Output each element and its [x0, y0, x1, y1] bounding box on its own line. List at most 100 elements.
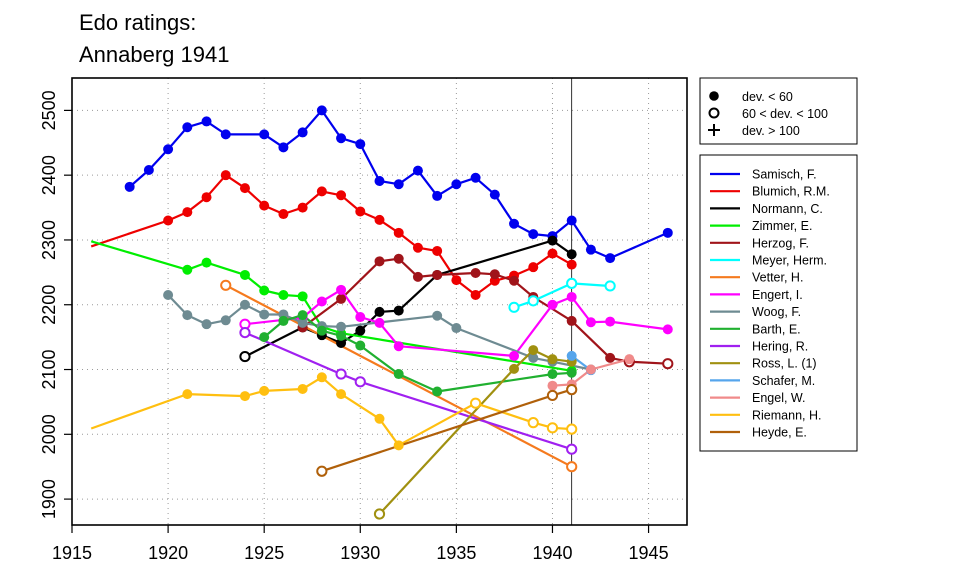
data-point [239, 183, 250, 194]
data-point [239, 326, 251, 339]
data-point [297, 317, 308, 328]
series-line [552, 358, 630, 387]
legend-entry: Schafer, M. [752, 374, 815, 388]
x-tick-label: 1925 [244, 543, 284, 563]
data-point [355, 206, 366, 217]
data-point [489, 269, 500, 280]
y-tick-label: 2300 [39, 220, 59, 260]
data-point [585, 244, 596, 255]
data-point [163, 144, 174, 155]
data-point [316, 325, 327, 336]
series-line [244, 331, 573, 451]
y-tick-label: 2500 [39, 90, 59, 130]
legend-entry: Blumich, R.M. [752, 185, 830, 199]
data-point [566, 443, 578, 455]
data-point [451, 275, 462, 286]
data-point [509, 363, 520, 374]
series-line [513, 282, 611, 309]
data-point [585, 364, 596, 375]
data-point [163, 290, 174, 301]
data-point [566, 367, 577, 378]
data-point [528, 352, 539, 363]
data-point [605, 352, 616, 363]
data-point [566, 215, 577, 226]
data-point [527, 295, 539, 307]
x-tick-label: 1930 [340, 543, 380, 563]
data-point [566, 315, 577, 326]
plot-frame [71, 77, 688, 526]
series-legend: Samisch, F. Blumich, R.M. Normann, C. Zimme… [699, 154, 858, 452]
grid [71, 78, 687, 525]
legend-entry: Heyde, E. [752, 426, 807, 440]
data-point [239, 350, 251, 363]
data-point [336, 284, 347, 295]
data-point [662, 358, 674, 370]
data-point [528, 229, 539, 240]
data-point [547, 369, 558, 380]
legend-entry: Ross, L. (1) [752, 357, 817, 371]
data-point [336, 330, 347, 341]
open-circle-icon [708, 107, 720, 119]
data-point [624, 354, 635, 365]
data-point [297, 310, 308, 321]
series-line [167, 294, 592, 371]
series-line [263, 314, 572, 393]
data-point [566, 461, 578, 473]
axes: 1915 1920 1925 1930 1935 1940 1945 1900 2000 2100… [39, 90, 669, 563]
data-point [432, 386, 443, 397]
data-point [546, 422, 559, 434]
data-point [374, 413, 385, 424]
y-tick-label: 1900 [39, 479, 59, 519]
legend-entry: Barth, E. [752, 322, 801, 336]
data-point [393, 440, 404, 451]
data-point [547, 248, 558, 259]
filled-circle-icon [709, 91, 719, 101]
data-point [316, 296, 327, 307]
data-point [182, 122, 193, 133]
x-tick-label: 1945 [629, 543, 669, 563]
data-point [585, 317, 596, 328]
data-point [182, 310, 193, 321]
x-tick-label: 1940 [532, 543, 572, 563]
y-tick-label: 2000 [39, 414, 59, 454]
legend-entry: Engert, I. [752, 288, 803, 302]
data-point [336, 321, 347, 332]
data-point [316, 372, 327, 383]
y-tick-label: 2100 [39, 349, 59, 389]
data-point [259, 200, 270, 211]
data-point [239, 269, 250, 280]
data-point [220, 129, 231, 140]
data-point [278, 209, 289, 220]
data-point [336, 389, 347, 400]
data-point [355, 312, 366, 323]
data-point [412, 165, 423, 176]
legend-entry: Herzog, F. [752, 236, 809, 250]
legend-entry: Riemann, H. [752, 408, 821, 422]
data-point [182, 389, 193, 400]
marker-legend-label: dev. < 60 [742, 90, 793, 104]
data-point [374, 176, 385, 187]
data-point [489, 189, 500, 200]
data-point [297, 202, 308, 213]
data-point [566, 277, 578, 289]
data-point [259, 129, 270, 140]
data-point [336, 133, 347, 144]
data-point [509, 218, 520, 229]
data-point [374, 317, 385, 328]
data-point [259, 309, 270, 320]
data-point [239, 391, 250, 402]
data-point [393, 305, 404, 316]
data-point [182, 264, 193, 275]
data-point [566, 350, 577, 361]
data-point [605, 253, 616, 264]
data-point [259, 332, 270, 343]
x-tick-label: 1920 [148, 543, 188, 563]
legend-entry: Meyer, Herm. [752, 254, 827, 268]
data-point [451, 323, 462, 334]
data-point [220, 315, 231, 326]
data-point [412, 242, 423, 253]
chart-title-line-1: Edo ratings: [79, 10, 196, 35]
legend-entry: Zimmer, E. [752, 219, 812, 233]
series-line [244, 239, 573, 358]
